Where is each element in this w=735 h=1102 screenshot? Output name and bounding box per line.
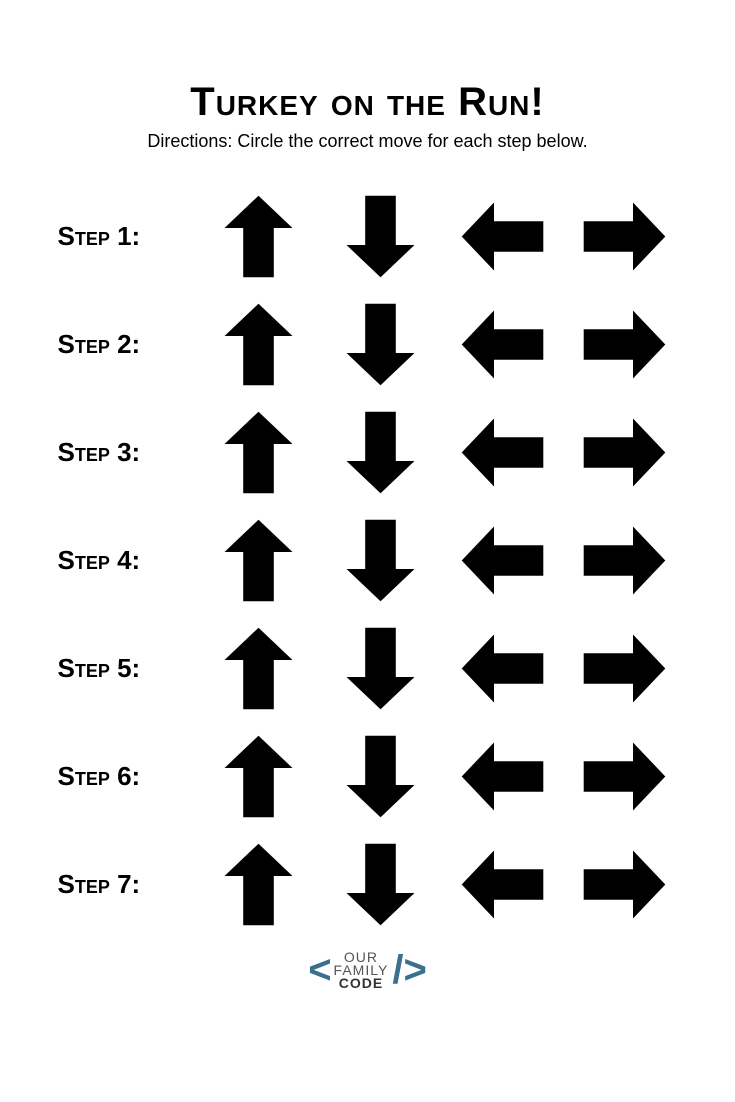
arrow-down-icon[interactable] (320, 722, 442, 830)
arrow-right-icon[interactable] (564, 830, 686, 938)
arrow-right-icon[interactable] (564, 722, 686, 830)
arrow-left-icon[interactable] (442, 290, 564, 398)
arrow-up-icon[interactable] (198, 830, 320, 938)
arrow-right-icon[interactable] (564, 506, 686, 614)
slash-icon: / (392, 948, 403, 993)
bracket-open-icon: < (308, 948, 331, 993)
step-label: Step 3: (48, 437, 198, 468)
step-row: Step 7: (48, 830, 688, 938)
arrow-right-icon[interactable] (564, 614, 686, 722)
page-title: Turkey on the Run! (190, 80, 544, 125)
step-row: Step 5: (48, 614, 688, 722)
arrow-left-icon[interactable] (442, 830, 564, 938)
arrow-up-icon[interactable] (198, 182, 320, 290)
arrow-right-icon[interactable] (564, 290, 686, 398)
arrow-left-icon[interactable] (442, 182, 564, 290)
arrow-up-icon[interactable] (198, 506, 320, 614)
step-row: Step 1: (48, 182, 688, 290)
step-row: Step 6: (48, 722, 688, 830)
arrow-right-icon[interactable] (564, 182, 686, 290)
bracket-close-icon: > (403, 948, 426, 993)
directions-text: Directions: Circle the correct move for … (147, 131, 587, 152)
step-label: Step 5: (48, 653, 198, 684)
step-label: Step 1: (48, 221, 198, 252)
arrow-down-icon[interactable] (320, 830, 442, 938)
steps-grid: Step 1: Step 2: Step 3: Step 4: Step 5: Step … (48, 182, 688, 938)
step-label: Step 4: (48, 545, 198, 576)
logo-words: OUR FAMILY CODE (334, 951, 389, 991)
arrow-down-icon[interactable] (320, 290, 442, 398)
logo-line3: CODE (339, 977, 383, 990)
step-label: Step 7: (48, 869, 198, 900)
arrow-up-icon[interactable] (198, 398, 320, 506)
arrow-right-icon[interactable] (564, 398, 686, 506)
footer-logo: < OUR FAMILY CODE / > (308, 948, 427, 993)
arrow-down-icon[interactable] (320, 182, 442, 290)
step-row: Step 4: (48, 506, 688, 614)
arrow-left-icon[interactable] (442, 398, 564, 506)
arrow-up-icon[interactable] (198, 722, 320, 830)
step-row: Step 3: (48, 398, 688, 506)
arrow-up-icon[interactable] (198, 614, 320, 722)
arrow-down-icon[interactable] (320, 398, 442, 506)
arrow-left-icon[interactable] (442, 614, 564, 722)
step-row: Step 2: (48, 290, 688, 398)
arrow-left-icon[interactable] (442, 722, 564, 830)
step-label: Step 6: (48, 761, 198, 792)
step-label: Step 2: (48, 329, 198, 360)
arrow-left-icon[interactable] (442, 506, 564, 614)
arrow-down-icon[interactable] (320, 506, 442, 614)
arrow-down-icon[interactable] (320, 614, 442, 722)
arrow-up-icon[interactable] (198, 290, 320, 398)
